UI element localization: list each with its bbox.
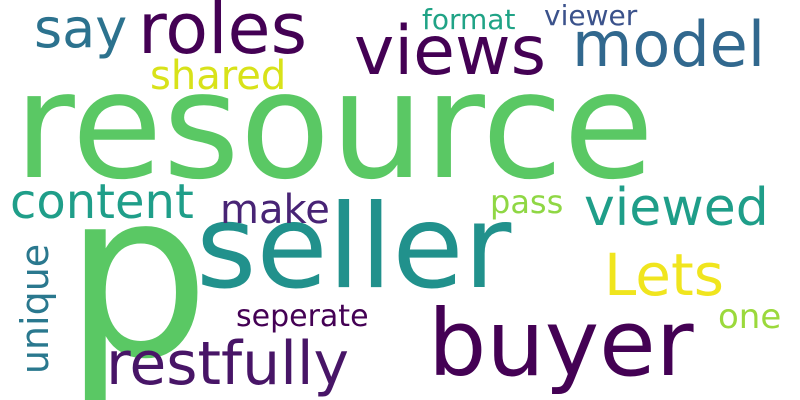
word-p: p: [64, 143, 210, 400]
word-seperate: seperate: [236, 299, 369, 334]
word-one: one: [718, 297, 782, 337]
word-seller: seller: [196, 180, 512, 315]
word-viewed: viewed: [584, 178, 769, 238]
word-resource: resource: [14, 40, 655, 212]
word-format: format: [422, 3, 516, 36]
word-make: make: [220, 187, 330, 233]
word-roles: roles: [138, 0, 308, 70]
word-buyer: buyer: [428, 290, 694, 397]
word-content: content: [10, 174, 194, 230]
word-views: views: [354, 12, 547, 91]
word-say: say: [34, 0, 128, 60]
word-lets: Lets: [604, 241, 724, 309]
word-viewer: viewer: [544, 0, 638, 32]
word-shared: shared: [150, 53, 287, 99]
word-unique: unique: [13, 243, 58, 375]
word-pass: pass: [490, 183, 564, 221]
word-restfully: restfully: [106, 329, 350, 399]
word-model: model: [572, 8, 766, 81]
